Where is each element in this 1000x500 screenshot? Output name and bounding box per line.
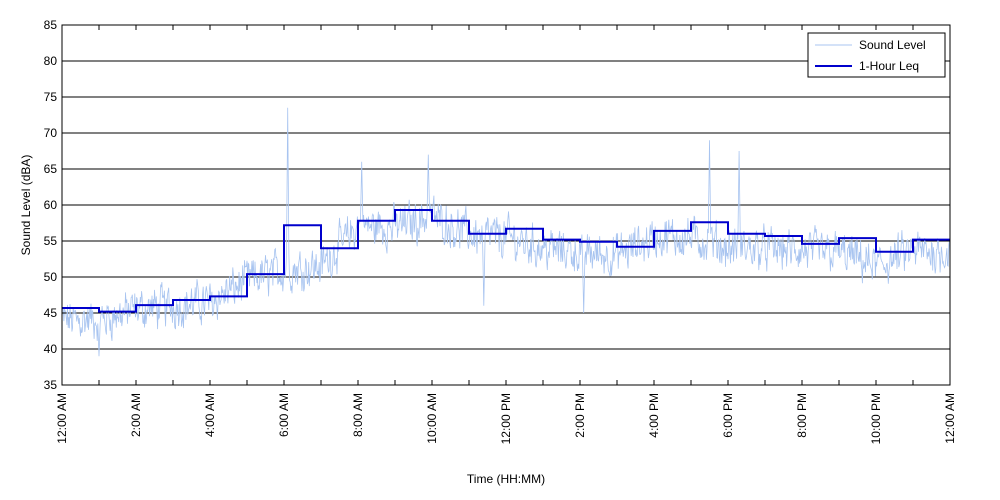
y-tick-label: 55	[44, 234, 58, 248]
x-tick-label: 8:00 AM	[351, 393, 365, 437]
legend-label-sound-level: Sound Level	[859, 38, 926, 52]
legend-box	[807, 32, 946, 78]
legend-label-1-hour-leq: 1-Hour Leq	[859, 59, 919, 73]
x-tick-label: 12:00 PM	[499, 393, 513, 444]
y-tick-label: 75	[44, 90, 58, 104]
x-tick-label: 10:00 PM	[869, 393, 883, 444]
x-axis-ticks: 12:00 AM 2:00 AM 4:00 AM 6:00 AM 8:00 AM 10:0…	[55, 25, 957, 444]
y-tick-label: 35	[44, 378, 58, 392]
x-tick-label: 2:00 PM	[573, 393, 587, 438]
x-tick-label: 8:00 PM	[795, 393, 809, 438]
x-axis-label: Time (HH:MM)	[467, 472, 545, 486]
x-tick-label: 6:00 AM	[277, 393, 291, 437]
legend: Sound Level 1-Hour Leq	[807, 32, 946, 78]
y-tick-label: 80	[44, 54, 58, 68]
y-tick-label: 40	[44, 342, 58, 356]
y-tick-label: 65	[44, 162, 58, 176]
series-1-hour-leq-line	[62, 209, 950, 313]
y-tick-label: 70	[44, 126, 58, 140]
x-tick-label: 12:00 AM	[55, 393, 69, 444]
y-tick-label: 50	[44, 270, 58, 284]
x-tick-label: 10:00 AM	[425, 393, 439, 444]
gridlines	[62, 60, 950, 350]
plot-area	[61, 107, 951, 357]
y-axis-ticks: 35 40 45 50 55 60 65 70 75 80 85	[44, 18, 950, 392]
x-tick-label: 12:00 AM	[943, 393, 957, 444]
x-tick-label: 4:00 AM	[203, 393, 217, 437]
y-tick-label: 45	[44, 306, 58, 320]
y-tick-label: 60	[44, 198, 58, 212]
x-tick-label: 2:00 AM	[129, 393, 143, 437]
y-axis-label: Sound Level (dBA)	[19, 155, 33, 256]
x-tick-label: 4:00 PM	[647, 393, 661, 438]
x-tick-label: 6:00 PM	[721, 393, 735, 438]
y-tick-label: 85	[44, 18, 58, 32]
